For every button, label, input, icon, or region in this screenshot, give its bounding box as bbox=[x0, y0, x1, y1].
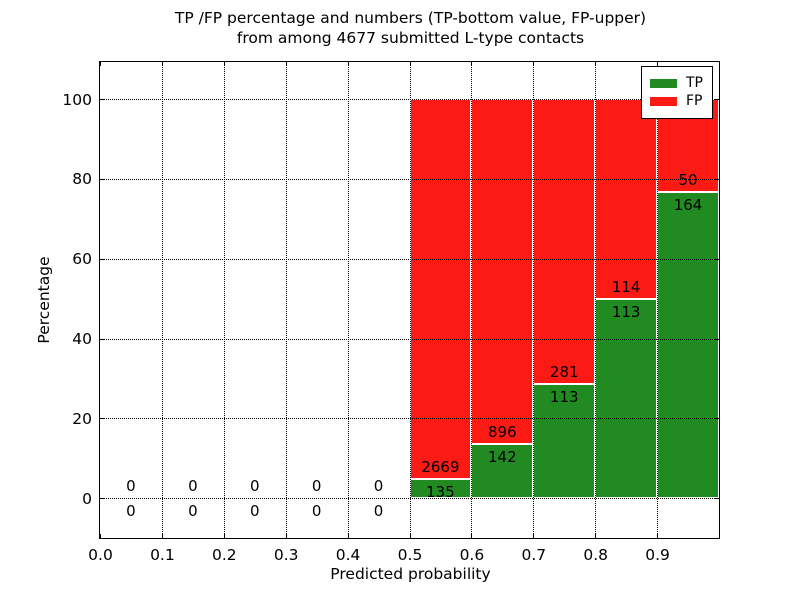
fp-color-swatch bbox=[650, 97, 677, 106]
x-tick-label-0.3: 0.3 bbox=[273, 546, 299, 564]
bar-segment-fp-0.6 bbox=[471, 99, 534, 444]
bar-label-tp-0.4: 0 bbox=[373, 502, 384, 521]
legend-item-fp: FP bbox=[650, 94, 703, 109]
gridline-x-0.9 bbox=[657, 62, 659, 538]
tp-color-swatch bbox=[650, 79, 677, 88]
gridline-x-0.2 bbox=[223, 62, 225, 538]
chart-title-line1: TP /FP percentage and numbers (TP-bottom… bbox=[174, 9, 647, 27]
bar-label-fp-0.3: 0 bbox=[311, 477, 322, 496]
bar-label-fp-0.7: 281 bbox=[549, 362, 579, 381]
chart-title: TP /FP percentage and numbers (TP-bottom… bbox=[100, 8, 721, 48]
y-tick-label-100: 100 bbox=[62, 90, 92, 109]
x-tick-mark-bottom bbox=[100, 534, 101, 538]
legend: TP FP bbox=[641, 66, 713, 119]
x-tick-label-0.2: 0.2 bbox=[211, 546, 237, 564]
bar-label-fp-0.2: 0 bbox=[249, 477, 260, 496]
bar-segment-tp-0.6 bbox=[471, 443, 534, 499]
bar-label-fp-0.4: 0 bbox=[373, 477, 384, 496]
bar-label-tp-0.7: 113 bbox=[549, 387, 579, 406]
x-tick-label-0.7: 0.7 bbox=[521, 546, 547, 564]
gridline-x-0.1 bbox=[161, 62, 163, 538]
chart-title-line2: from among 4677 submitted L-type contact… bbox=[236, 29, 585, 47]
bar-label-tp-0.6: 142 bbox=[488, 447, 517, 466]
bar-label-fp-0: 0 bbox=[126, 477, 136, 496]
legend-label-tp: TP bbox=[686, 75, 703, 91]
y-tick-label-80: 80 bbox=[72, 170, 92, 189]
bar-segment-fp-0.8 bbox=[595, 99, 658, 300]
bar-segment-fp-0.7 bbox=[533, 99, 596, 384]
x-tick-label-0.0: 0.0 bbox=[88, 546, 113, 564]
gridline-x-0.4 bbox=[347, 62, 349, 538]
bar-label-fp-0.1: 0 bbox=[188, 477, 198, 496]
bar-label-fp-0.5: 2669 bbox=[421, 457, 460, 476]
x-tick-label-0.1: 0.1 bbox=[150, 546, 175, 564]
gridline-x-0.8 bbox=[595, 62, 597, 538]
bar-label-fp-0.8: 114 bbox=[611, 278, 641, 297]
bar-label-tp-0.8: 113 bbox=[611, 303, 641, 322]
bar-label-fp-0.6: 896 bbox=[488, 422, 517, 441]
gridline-x-0.3 bbox=[285, 62, 287, 538]
bar-label-tp-0.2: 0 bbox=[249, 502, 260, 521]
x-tick-label-0.9: 0.9 bbox=[645, 546, 670, 564]
bar-label-tp-0.5: 135 bbox=[426, 482, 455, 501]
bar-segment-tp-0.9 bbox=[657, 192, 719, 499]
bar-segment-fp-0.5 bbox=[409, 99, 472, 479]
legend-item-tp: TP bbox=[650, 76, 703, 91]
x-tick-mark-top bbox=[100, 62, 101, 66]
x-tick-label-0.6: 0.6 bbox=[459, 546, 485, 564]
x-tick-label-0.5: 0.5 bbox=[397, 546, 423, 564]
bar-label-tp-0.9: 164 bbox=[673, 196, 703, 215]
legend-label-fp: FP bbox=[686, 93, 703, 109]
y-tick-label-0: 0 bbox=[82, 489, 92, 508]
x-tick-label-0.8: 0.8 bbox=[583, 546, 609, 564]
bar-label-fp-0.9: 50 bbox=[678, 171, 698, 190]
bar-label-tp-0.1: 0 bbox=[188, 502, 198, 521]
y-tick-label-60: 60 bbox=[72, 250, 92, 269]
bar-label-tp-0: 0 bbox=[126, 502, 136, 521]
bar-label-tp-0.3: 0 bbox=[311, 502, 322, 521]
y-tick-label-40: 40 bbox=[72, 330, 92, 348]
y-tick-label-20: 20 bbox=[72, 409, 92, 428]
x-tick-label-0.4: 0.4 bbox=[335, 546, 361, 564]
plot-area: TP FP 0 0 0 0 0 0 0 0 0 0 2669 135 896 142 281 113 114 11… bbox=[99, 61, 720, 539]
gridline-x-0.7 bbox=[533, 62, 535, 538]
gridline-x-0.6 bbox=[471, 62, 473, 538]
x-axis-label: Predicted probability bbox=[330, 565, 491, 583]
gridline-x-0.5 bbox=[409, 62, 411, 538]
bar-segment-tp-0.8 bbox=[595, 299, 658, 499]
